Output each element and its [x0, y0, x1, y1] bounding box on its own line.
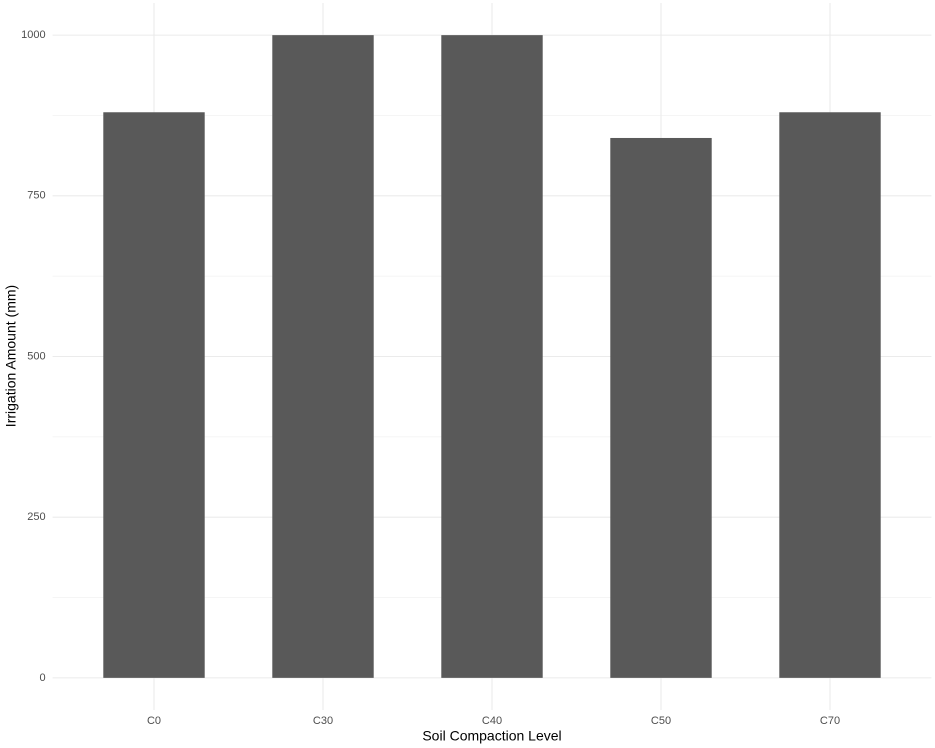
y-axis-title: Irrigation Amount (mm) [3, 285, 19, 427]
y-tick-label: 1000 [21, 29, 45, 41]
y-tick-label: 0 [39, 672, 45, 684]
y-tick-label: 250 [27, 511, 45, 523]
y-tick-label: 500 [27, 350, 45, 362]
x-tick-label: C70 [820, 715, 840, 727]
bar [272, 35, 374, 678]
bar [441, 35, 543, 678]
x-tick-label: C0 [147, 715, 161, 727]
bar [610, 137, 712, 678]
y-tick-label: 750 [27, 190, 45, 202]
x-axis-title: Soil Compaction Level [422, 728, 561, 744]
x-tick-label: C50 [651, 715, 671, 727]
x-tick-label: C30 [313, 715, 333, 727]
bar [779, 112, 881, 678]
x-tick-label: C40 [482, 715, 502, 727]
bar [103, 112, 205, 678]
